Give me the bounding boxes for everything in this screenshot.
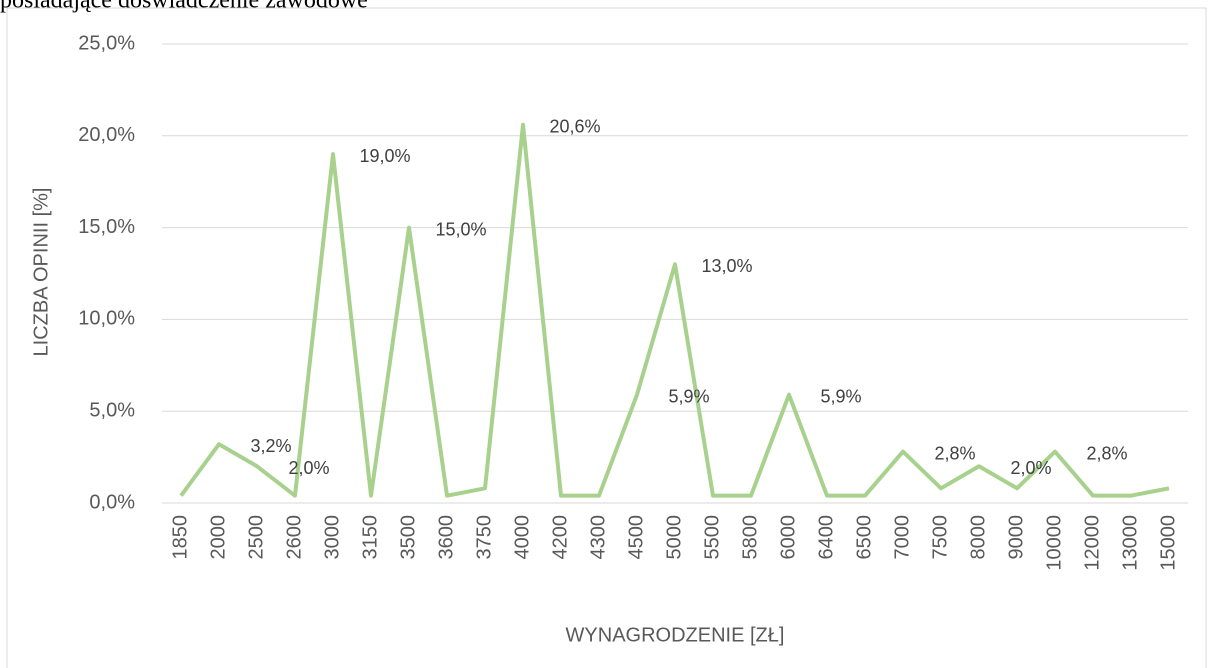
data-label: 2,0% (288, 458, 329, 478)
y-tick-label: 10,0% (78, 308, 135, 330)
x-tick-label: 4300 (587, 515, 609, 560)
x-tick-label: 6400 (815, 515, 837, 560)
data-label: 20,6% (549, 117, 600, 137)
x-tick-label: 3500 (397, 515, 419, 560)
x-tick-label: 3000 (321, 515, 343, 560)
data-line (179, 122, 1170, 498)
x-tick-label: 2500 (245, 515, 267, 560)
x-tick-label: 3600 (435, 515, 457, 560)
data-label: 3,2% (250, 436, 291, 456)
x-tick-label: 5800 (739, 515, 761, 560)
x-tick-label: 12000 (1081, 515, 1103, 571)
x-tick-label: 15000 (1157, 515, 1179, 571)
x-tick-label: 8000 (967, 515, 989, 560)
x-axis-title: WYNAGRODZENIE [ZŁ] (566, 624, 785, 646)
x-tick-label: 4200 (549, 515, 571, 560)
y-axis-title: LICZBA OPINII [%] (30, 188, 52, 357)
x-tick-label: 1850 (169, 515, 191, 560)
y-tick-label: 20,0% (78, 124, 135, 146)
chart-border (6, 7, 1207, 668)
x-tick-label: 10000 (1043, 515, 1065, 571)
data-label: 19,0% (359, 146, 410, 166)
x-tick-label: 4000 (511, 515, 533, 560)
data-label: 2,8% (934, 443, 975, 463)
x-tick-label: 2000 (207, 515, 229, 560)
data-label: 15,0% (435, 219, 486, 239)
x-tick-label: 6000 (777, 515, 799, 560)
y-tick-label: 25,0% (78, 32, 135, 54)
x-tick-label: 3150 (359, 515, 381, 560)
y-tick-label: 5,0% (89, 399, 135, 421)
x-tick-label: 5000 (663, 515, 685, 560)
x-tick-label: 9000 (1005, 515, 1027, 560)
data-label: 2,0% (1010, 458, 1051, 478)
x-tick-label: 7500 (929, 515, 951, 560)
data-label: 13,0% (701, 256, 752, 276)
x-tick-label: 5500 (701, 515, 723, 560)
x-tick-label: 6500 (853, 515, 875, 560)
data-label: 2,8% (1086, 443, 1127, 463)
x-tick-label: 7000 (891, 515, 913, 560)
header-text: posiadające doświadczenie zawodowe (0, 0, 368, 14)
x-tick-label: 13000 (1119, 515, 1141, 571)
x-tick-label: 4500 (625, 515, 647, 560)
data-label: 5,9% (668, 386, 709, 406)
data-label: 5,9% (820, 386, 861, 406)
y-tick-label: 15,0% (78, 216, 135, 238)
x-tick-label: 2600 (283, 515, 305, 560)
y-tick-label: 0,0% (89, 491, 135, 513)
x-tick-label: 3750 (473, 515, 495, 560)
